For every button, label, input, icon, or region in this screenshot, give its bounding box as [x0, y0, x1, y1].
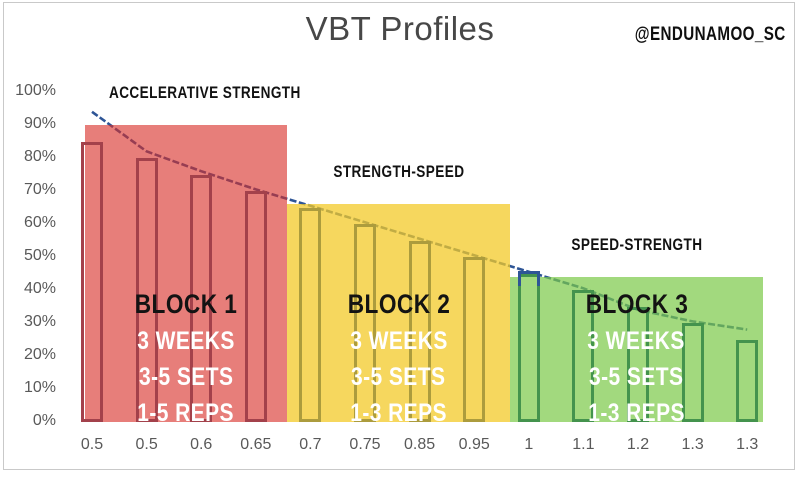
bar-1.3-11 — [681, 323, 704, 422]
zone-label-3: SPEED-STRENGTH — [510, 235, 763, 255]
block-title-text: BLOCK 1 — [134, 289, 238, 319]
zone-label-text: ACCELERATIVE STRENGTH — [108, 83, 301, 102]
x-tick-label-10: 1.2 — [626, 436, 650, 453]
block-reps-text: 1-3 REPS — [350, 399, 447, 427]
block-sets-text: 3-5 SETS — [138, 363, 234, 391]
zone-label-2: STRENGTH-SPEED — [287, 162, 510, 182]
block-title-text: BLOCK 3 — [585, 289, 688, 319]
bar-0.5-1 — [135, 158, 158, 422]
block-weeks-text: 3 WEEKS — [137, 327, 235, 355]
bar-1.3-12 — [736, 339, 759, 422]
y-tick-label-10: 10% — [23, 379, 56, 396]
y-tick-label-50: 50% — [23, 247, 56, 264]
x-tick-label-8: 1 — [524, 436, 534, 453]
block-text-1: BLOCK 1 3 WEEKS 3-5 SETS 1-5 REPS — [85, 288, 287, 433]
chart-border — [3, 2, 795, 470]
plot-area: ACCELERATIVE STRENGTH STRENGTH-SPEED SPEED… — [62, 83, 792, 427]
y-tick-label-60: 60% — [23, 214, 56, 231]
y-tick-label-40: 40% — [23, 280, 56, 297]
y-tick-label-70: 70% — [23, 181, 56, 198]
x-tick-label-9: 1.1 — [572, 436, 595, 453]
x-tick-label-11: 1.3 — [681, 436, 704, 453]
bar-0.75-5 — [354, 224, 376, 422]
bar-0.85-6 — [408, 240, 431, 422]
x-tick-label-2: 0.6 — [190, 436, 213, 453]
block-reps: 1-5 REPS — [85, 397, 287, 433]
zone-label-1: ACCELERATIVE STRENGTH — [85, 83, 300, 103]
x-tick-label-7: 0.95 — [458, 436, 490, 453]
block-weeks: 3 WEEKS — [510, 325, 763, 361]
zone-label-text: SPEED-STRENGTH — [570, 234, 703, 254]
bar-0.7-4 — [299, 207, 322, 422]
block-text-3: BLOCK 3 3 WEEKS 3-5 SETS 1-3 REPS — [510, 288, 763, 433]
x-tick-label-5: 0.75 — [349, 436, 381, 453]
y-tick-label-80: 80% — [23, 148, 56, 165]
block-reps: 1-3 REPS — [510, 397, 763, 433]
y-tick-label-90: 90% — [23, 115, 56, 132]
highlight-marker — [517, 270, 540, 286]
x-tick-label-3: 0.65 — [240, 436, 272, 453]
block-reps-text: 1-3 REPS — [588, 399, 685, 427]
block-title: BLOCK 2 — [287, 288, 510, 325]
bar-1.1-9 — [572, 290, 595, 422]
bar-0.95-7 — [463, 257, 486, 422]
x-tick-label-12: 1.3 — [736, 436, 759, 453]
block-title-text: BLOCK 2 — [347, 289, 450, 319]
chart-title: VBT Profiles — [305, 10, 495, 47]
block-title: BLOCK 3 — [510, 288, 763, 325]
watermark-handle: @ENDUNAMOO_SC — [635, 24, 786, 45]
block-sets-text: 3-5 SETS — [351, 363, 446, 391]
bar-1-8 — [517, 273, 540, 422]
block-weeks: 3 WEEKS — [287, 325, 510, 361]
y-tick-label-30: 30% — [23, 313, 56, 330]
block-weeks-text: 3 WEEKS — [349, 327, 448, 355]
x-tick-label-1: 0.5 — [135, 436, 158, 453]
zone-block-1 — [84, 125, 287, 422]
x-tick-label-4: 0.7 — [299, 436, 322, 453]
bar-0.65-3 — [244, 191, 267, 422]
zone-block-2 — [286, 204, 511, 422]
block-text-2: BLOCK 2 3 WEEKS 3-5 SETS 1-3 REPS — [287, 288, 510, 433]
y-tick-label-0: 0% — [32, 412, 56, 429]
zone-block-3 — [510, 276, 763, 422]
y-tick-label-20: 20% — [23, 346, 56, 363]
zone-label-text: STRENGTH-SPEED — [332, 162, 465, 182]
bar-1.2-10 — [627, 306, 649, 422]
block-reps: 1-3 REPS — [287, 397, 510, 433]
bar-0.6-2 — [190, 174, 213, 422]
x-tick-label-6: 0.85 — [404, 436, 436, 453]
y-tick-label-100: 100% — [15, 82, 56, 99]
block-sets: 3-5 SETS — [510, 361, 763, 397]
block-sets: 3-5 SETS — [287, 361, 510, 397]
block-title: BLOCK 1 — [85, 288, 287, 325]
block-reps-text: 1-5 REPS — [137, 399, 235, 427]
bar-0.5-0 — [81, 141, 103, 422]
block-sets: 3-5 SETS — [85, 361, 287, 397]
x-tick-label-0: 0.5 — [80, 436, 104, 453]
block-weeks-text: 3 WEEKS — [587, 327, 686, 355]
block-weeks: 3 WEEKS — [85, 325, 287, 361]
block-sets-text: 3-5 SETS — [589, 363, 684, 391]
